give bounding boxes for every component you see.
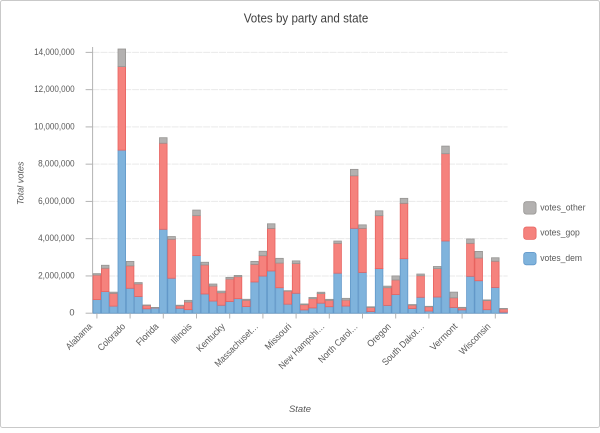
svg-text:votes_other: votes_other	[540, 202, 585, 213]
svg-text:Total votes: Total votes	[15, 161, 26, 205]
svg-text:8,000,000: 8,000,000	[38, 159, 75, 169]
svg-text:10,000,000: 10,000,000	[34, 121, 75, 131]
svg-text:12,000,000: 12,000,000	[34, 84, 75, 94]
svg-text:4,000,000: 4,000,000	[38, 233, 75, 243]
svg-text:votes_dem: votes_dem	[540, 253, 582, 264]
svg-text:2,000,000: 2,000,000	[38, 270, 75, 280]
svg-text:votes_gop: votes_gop	[540, 228, 580, 239]
svg-text:0: 0	[69, 308, 74, 318]
svg-text:Votes by party and state: Votes by party and state	[244, 11, 369, 26]
svg-text:State: State	[289, 404, 311, 415]
svg-text:14,000,000: 14,000,000	[34, 47, 75, 57]
svg-text:6,000,000: 6,000,000	[38, 196, 75, 206]
